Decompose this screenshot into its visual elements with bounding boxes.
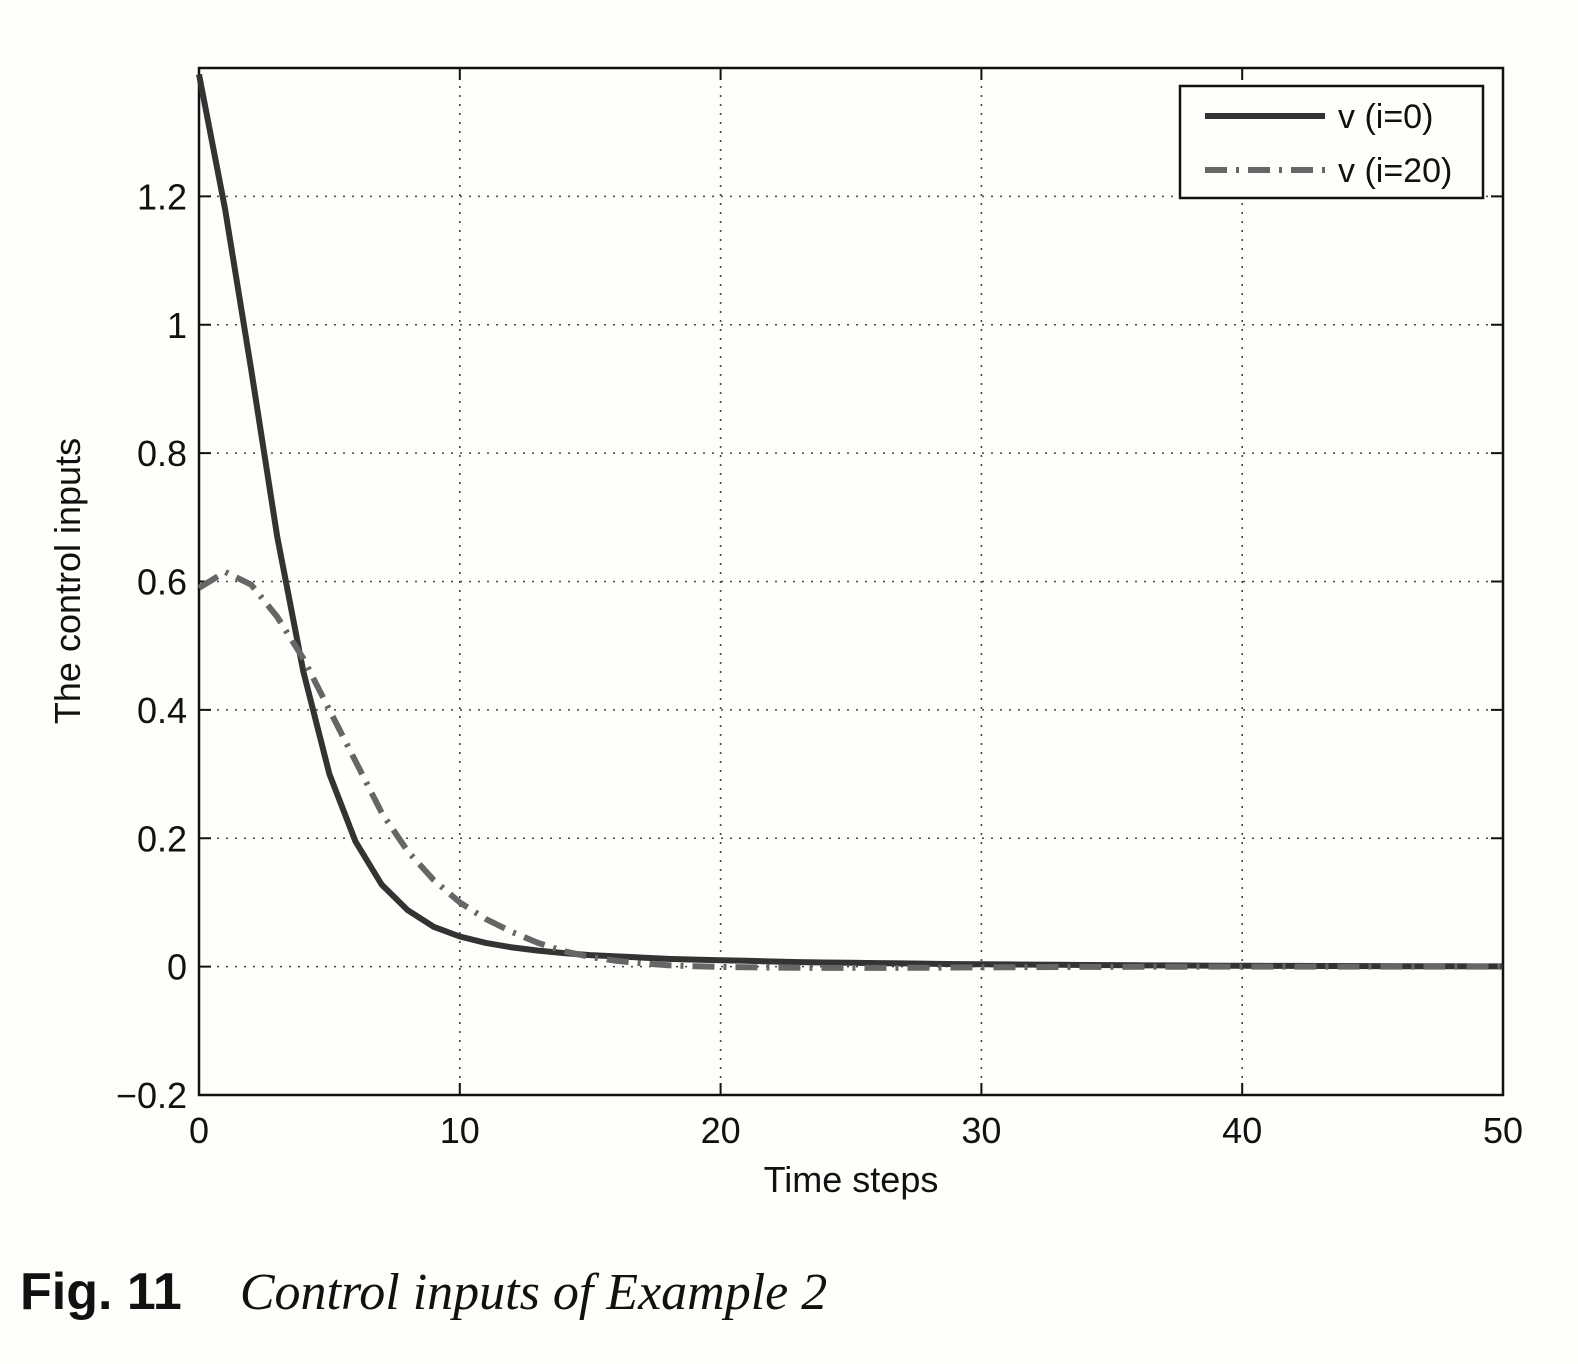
legend-box [1178, 84, 1485, 200]
grid-lines [199, 68, 1503, 1095]
y-tick-label: 1.2 [137, 176, 187, 217]
x-axis-label: Time steps [764, 1159, 939, 1200]
y-tick-label: 0.6 [137, 562, 187, 603]
x-tick-label: 50 [1483, 1110, 1523, 1151]
axis-ticks: 0 10 20 30 40 50−0.200.20.40.60.811.2 [116, 68, 1523, 1151]
y-tick-label: 0.4 [137, 690, 187, 731]
y-tick-label: 0.2 [137, 818, 187, 859]
series-line-1 [196, 73, 1503, 970]
y-tick-label: 1 [167, 305, 187, 346]
x-tick-label: 10 [440, 1110, 480, 1151]
x-tick-label: 20 [701, 1110, 741, 1151]
figure-caption-text: Control inputs of Example 2 [239, 1264, 828, 1321]
y-axis-label: The control inputs [47, 438, 88, 724]
x-tick-label: 40 [1222, 1110, 1262, 1151]
line-chart: 0 10 20 30 40 50−0.200.20.40.60.811.2 Time st… [47, 66, 1523, 1200]
series-layer [196, 73, 1503, 971]
legend-label-series-1: v (i=0) [1338, 98, 1433, 136]
figure-caption: Fig. 11 Control inputs of Example 2 [20, 1262, 827, 1322]
figure-number: Fig. 11 [20, 1263, 182, 1321]
x-tick-label: 30 [961, 1110, 1001, 1151]
legend: v (i=0) v (i=20) [1178, 84, 1485, 200]
y-tick-label: 0.8 [137, 433, 187, 474]
x-tick-label: 0 [189, 1110, 209, 1151]
y-tick-label: 0 [167, 947, 187, 988]
y-tick-label: −0.2 [116, 1075, 187, 1116]
legend-label-series-2: v (i=20) [1338, 152, 1452, 190]
